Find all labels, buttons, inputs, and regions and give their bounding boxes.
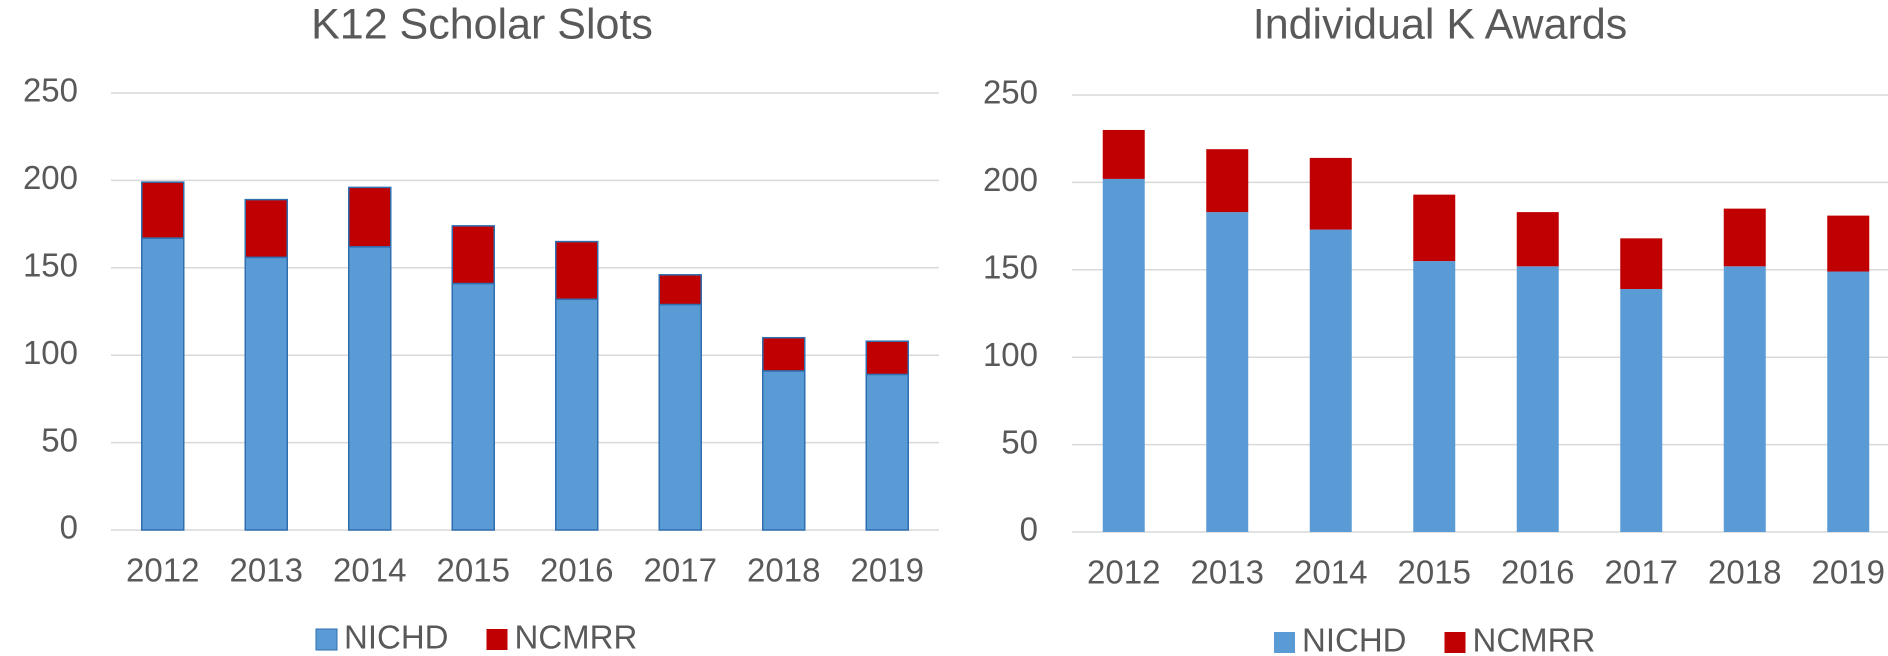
chart-title: Individual K Awards [1253, 0, 1628, 48]
y-tick-label: 250 [23, 72, 78, 109]
x-tick-label: 2014 [1294, 554, 1367, 591]
bar [1206, 212, 1249, 532]
bar [1620, 238, 1663, 290]
x-tick-label: 2019 [851, 552, 924, 589]
x-tick-label: 2017 [644, 552, 717, 589]
bar [555, 298, 599, 531]
bar [865, 373, 909, 531]
y-tick-label: 150 [23, 247, 78, 284]
bar [1723, 208, 1766, 267]
bar [348, 246, 392, 531]
legend-swatch [1444, 632, 1466, 653]
bar [1827, 215, 1870, 272]
bar [762, 336, 806, 372]
bar [762, 370, 806, 531]
y-tick-label: 0 [60, 509, 78, 546]
bar [1723, 266, 1766, 532]
bar [141, 181, 185, 239]
bar [1206, 149, 1249, 213]
bar [658, 274, 702, 306]
bar [1102, 129, 1145, 179]
bar [1309, 157, 1352, 230]
chart: Individual K Awards 0 50 100 150 200 250 2012 20… [983, 0, 1888, 656]
x-tick-label: 2015 [1398, 554, 1471, 591]
x-tick-label: 2013 [230, 552, 303, 589]
y-tick-label: 100 [983, 336, 1038, 373]
y-tick-label: 100 [23, 334, 78, 371]
bar [1516, 212, 1559, 267]
x-tick-label: 2016 [540, 552, 613, 589]
y-tick-label: 250 [983, 74, 1038, 111]
y-tick-label: 0 [1020, 511, 1038, 548]
legend-label: NICHD [1302, 622, 1407, 656]
x-tick-label: 2018 [747, 552, 820, 589]
x-tick-label: 2019 [1812, 554, 1885, 591]
x-tick-label: 2013 [1191, 554, 1264, 591]
x-tick-label: 2018 [1708, 554, 1781, 591]
bar [141, 237, 185, 531]
bar [1309, 229, 1352, 532]
bar [348, 186, 392, 248]
legend-label: NICHD [344, 619, 449, 656]
legend-swatch [315, 628, 338, 651]
y-tick-label: 200 [23, 159, 78, 196]
bar [1827, 271, 1870, 532]
x-tick-label: 2015 [437, 552, 510, 589]
bar [1516, 266, 1559, 532]
x-tick-label: 2017 [1605, 554, 1678, 591]
bar [451, 282, 495, 531]
legend-label: NCMRR [515, 619, 638, 656]
bar [1413, 261, 1456, 532]
bar [244, 198, 288, 259]
y-tick-label: 150 [983, 249, 1038, 286]
chart: K12 Scholar Slots 0 50 100 150 200 250 2012 2013… [23, 0, 939, 656]
y-tick-label: 50 [41, 421, 78, 458]
chart-title: K12 Scholar Slots [311, 0, 653, 48]
x-tick-label: 2016 [1501, 554, 1574, 591]
x-tick-label: 2012 [126, 552, 199, 589]
y-tick-label: 50 [1001, 423, 1038, 460]
legend-swatch [1274, 632, 1295, 653]
bar [865, 340, 909, 376]
bar [658, 303, 702, 531]
x-tick-label: 2012 [1087, 554, 1160, 591]
bar [1620, 289, 1663, 532]
bar [244, 256, 288, 531]
legend-swatch [486, 629, 508, 650]
bar [1413, 194, 1456, 262]
bar [1102, 178, 1145, 533]
legend-label: NCMRR [1473, 622, 1596, 656]
bar [555, 240, 599, 301]
x-tick-label: 2014 [333, 552, 406, 589]
bar [451, 225, 495, 285]
y-tick-label: 200 [983, 161, 1038, 198]
